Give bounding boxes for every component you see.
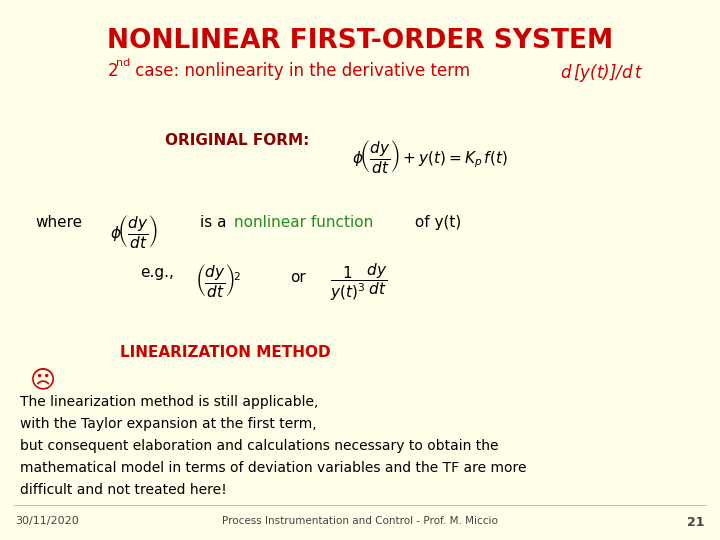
Text: $\phi\!\left(\dfrac{dy}{dt}\right) + y(t) = K_p\,f(t)$: $\phi\!\left(\dfrac{dy}{dt}\right) + y(t… — [352, 138, 508, 175]
Text: 30/11/2020: 30/11/2020 — [15, 516, 78, 526]
Text: nd: nd — [116, 58, 130, 68]
Text: $\phi\!\left(\dfrac{dy}{dt}\right)$: $\phi\!\left(\dfrac{dy}{dt}\right)$ — [110, 213, 158, 250]
Text: case: nonlinearity in the derivative term: case: nonlinearity in the derivative ter… — [130, 62, 475, 80]
Text: $\left(\dfrac{dy}{dt}\right)^{\!2}$: $\left(\dfrac{dy}{dt}\right)^{\!2}$ — [195, 262, 241, 299]
Text: LINEARIZATION METHOD: LINEARIZATION METHOD — [120, 345, 330, 360]
Text: $d\,$[y(t)]/$d\,$t: $d\,$[y(t)]/$d\,$t — [560, 62, 644, 84]
Text: The linearization method is still applicable,: The linearization method is still applic… — [20, 395, 318, 409]
Text: ☹: ☹ — [30, 368, 56, 392]
Text: difficult and not treated here!: difficult and not treated here! — [20, 483, 227, 497]
Text: 2: 2 — [108, 62, 119, 80]
Text: $\dfrac{1}{y(t)^3}\dfrac{dy}{dt}$: $\dfrac{1}{y(t)^3}\dfrac{dy}{dt}$ — [330, 262, 387, 303]
Text: or: or — [290, 270, 306, 285]
Text: is a: is a — [200, 215, 231, 230]
Text: with the Taylor expansion at the first term,: with the Taylor expansion at the first t… — [20, 417, 317, 431]
Text: but consequent elaboration and calculations necessary to obtain the: but consequent elaboration and calculati… — [20, 439, 498, 453]
Text: NONLINEAR FIRST-ORDER SYSTEM: NONLINEAR FIRST-ORDER SYSTEM — [107, 28, 613, 54]
Text: nonlinear function: nonlinear function — [234, 215, 373, 230]
Text: ORIGINAL FORM:: ORIGINAL FORM: — [165, 133, 310, 148]
Text: e.g.,: e.g., — [140, 265, 174, 280]
Text: 21: 21 — [688, 516, 705, 529]
Text: mathematical model in terms of deviation variables and the TF are more: mathematical model in terms of deviation… — [20, 461, 526, 475]
Text: of y(t): of y(t) — [410, 215, 462, 230]
Text: where: where — [35, 215, 82, 230]
Text: Process Instrumentation and Control - Prof. M. Miccio: Process Instrumentation and Control - Pr… — [222, 516, 498, 526]
